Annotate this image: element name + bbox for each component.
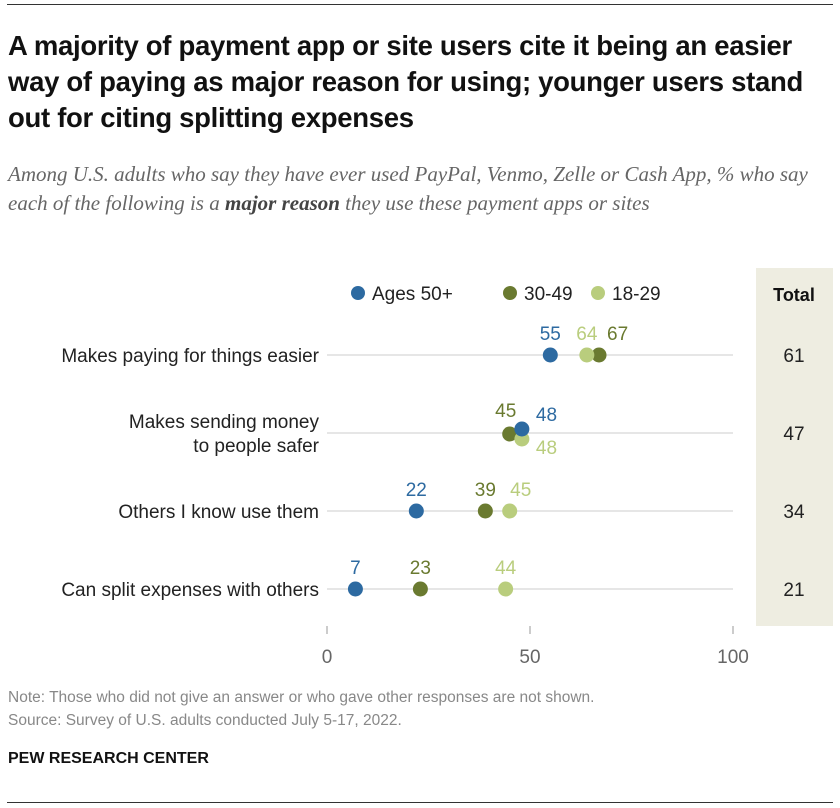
data-point	[542, 347, 558, 363]
data-label: 45	[495, 401, 516, 422]
chart-title: A majority of payment app or site users …	[8, 30, 803, 133]
data-label: 23	[410, 558, 431, 579]
source-text: Source: Survey of U.S. adults conducted …	[8, 712, 402, 729]
data-label: 55	[540, 324, 561, 345]
legend-label-2: 18-29	[612, 284, 661, 305]
x-tick-label: 0	[322, 647, 333, 668]
data-point	[591, 347, 607, 363]
legend-marker-1	[503, 286, 517, 300]
category-label: Makes paying for things easier	[61, 346, 319, 367]
subtitle-text-end: they use these payment apps or sites	[339, 191, 650, 215]
data-label: 22	[406, 480, 427, 501]
data-label: 48	[536, 405, 557, 426]
notes: Note: Those who did not give an answer o…	[8, 686, 594, 732]
x-tick-label: 50	[519, 647, 540, 668]
total-value: 61	[783, 346, 804, 367]
bottom-rule	[7, 802, 833, 803]
category-label: Others I know use them	[118, 502, 319, 523]
legend-marker-0	[351, 286, 365, 300]
data-label: 67	[607, 324, 628, 345]
data-label: 48	[536, 438, 557, 459]
data-point	[347, 581, 363, 597]
data-point	[502, 503, 518, 519]
data-point	[579, 347, 595, 363]
legend-label-1: 30-49	[524, 284, 573, 305]
total-value: 21	[783, 580, 804, 601]
data-point	[408, 503, 424, 519]
data-point	[477, 503, 493, 519]
data-point	[412, 581, 428, 597]
total-value: 47	[783, 424, 804, 445]
data-point	[514, 421, 530, 437]
category-label: to people safer	[193, 436, 319, 457]
brand-logo: PEW RESEARCH CENTER	[8, 750, 209, 767]
legend-marker-2	[591, 286, 605, 300]
total-column-bg	[756, 268, 833, 626]
total-value: 34	[783, 502, 805, 523]
legend-label-0: Ages 50+	[372, 284, 453, 305]
data-label: 39	[475, 480, 496, 501]
total-header: Total	[773, 285, 815, 305]
chart-subtitle: Among U.S. adults who say they have ever…	[8, 160, 828, 218]
data-label: 7	[350, 558, 361, 579]
x-tick-label: 100	[717, 647, 749, 668]
category-label: Makes sending money	[129, 412, 320, 433]
note-text: Note: Those who did not give an answer o…	[8, 689, 595, 706]
category-label: Can split expenses with others	[61, 580, 319, 601]
data-point	[502, 426, 518, 442]
top-rule	[7, 4, 833, 5]
subtitle-emphasis: major reason	[224, 191, 340, 215]
data-label: 44	[495, 558, 517, 579]
data-label: 45	[510, 480, 531, 501]
data-label: 64	[576, 324, 598, 345]
subtitle-text: Among U.S. adults who say they have ever…	[8, 162, 808, 215]
data-point	[498, 581, 514, 597]
